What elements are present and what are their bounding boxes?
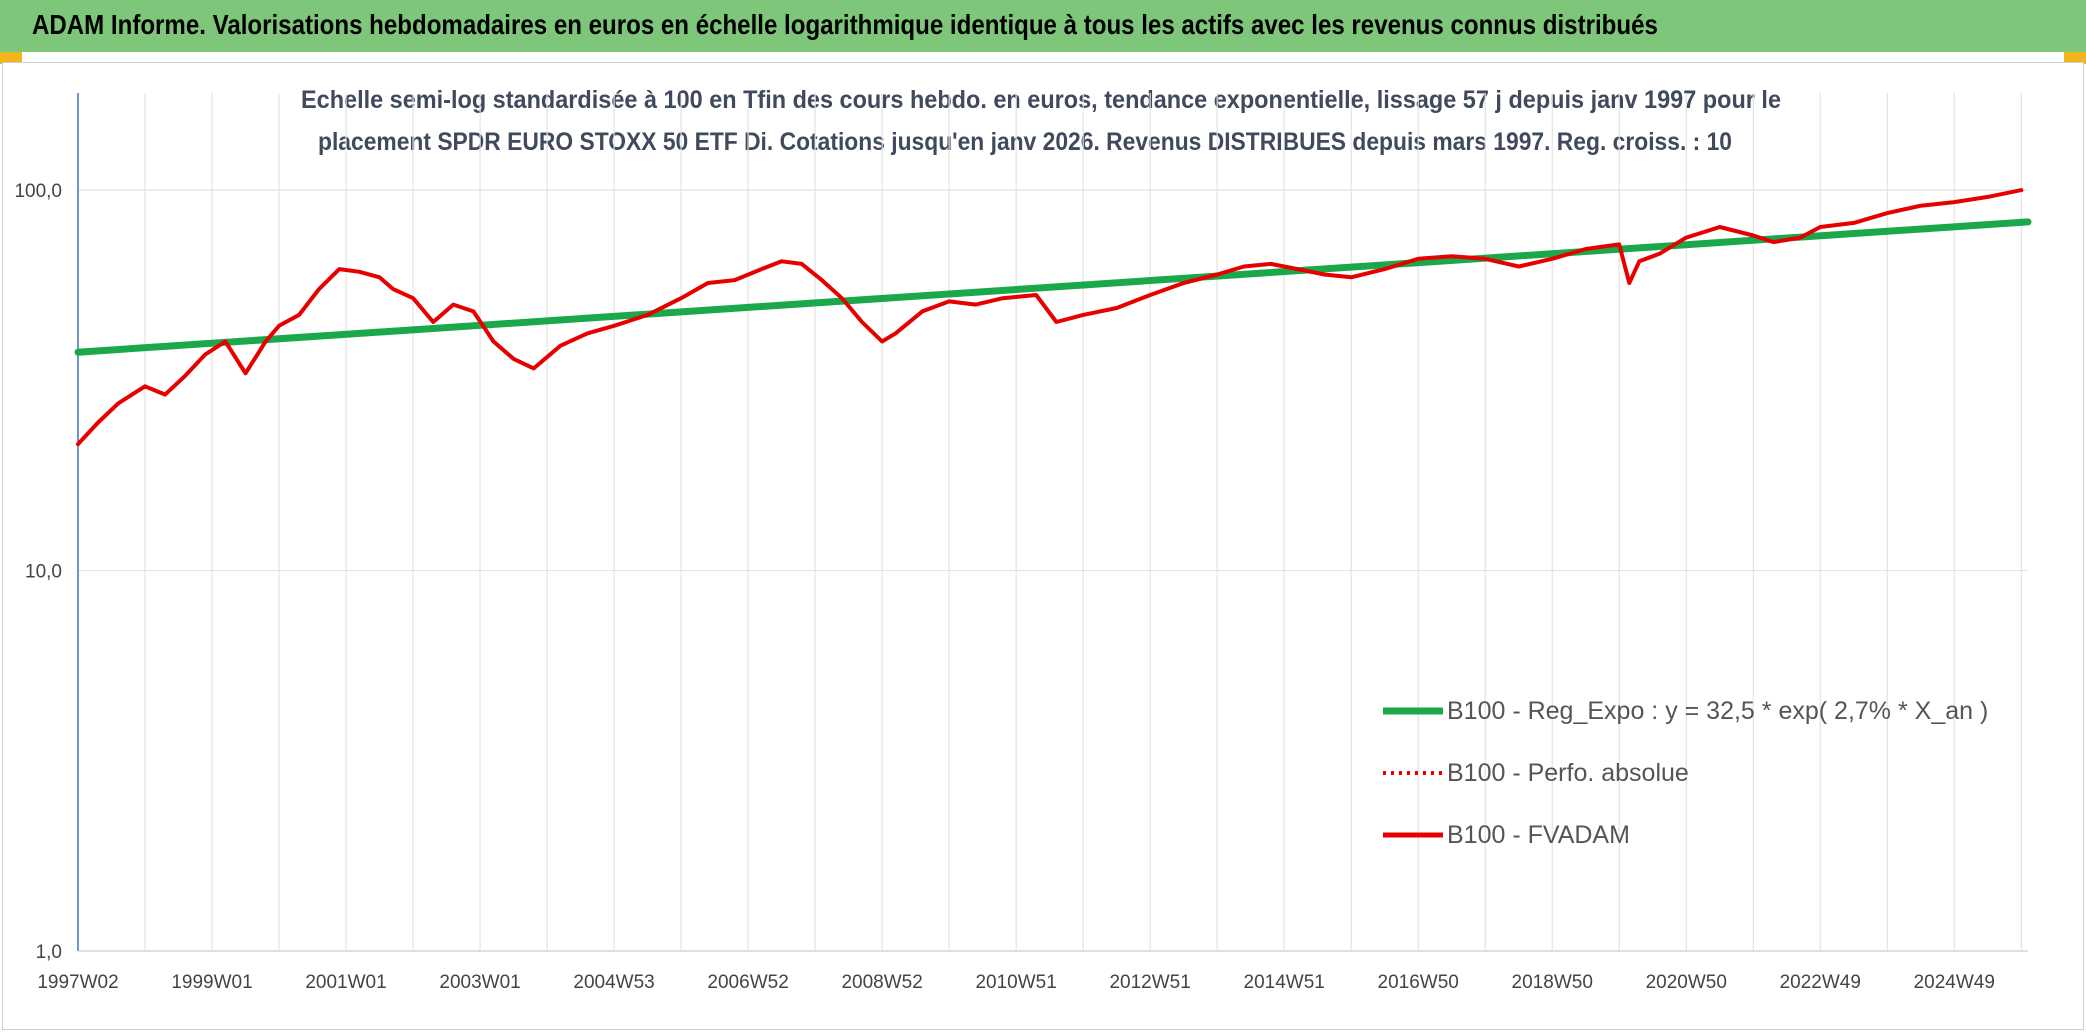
x-tick-label: 2024W49: [1914, 972, 1995, 993]
x-tick-label: 1997W02: [37, 972, 118, 993]
x-tick-label: 2010W51: [975, 972, 1056, 993]
series-layer: [74, 188, 2032, 447]
axis-layer: 1,0 10,0 100,0 1997W02 1999W01 2001W01 2003W01…: [14, 93, 2028, 993]
chart-subtitle-line-1: Echelle semi-log standardisée à 100 en T…: [301, 86, 1781, 114]
legend: B100 - Reg_Expo : y = 32,5 * exp( 2,7% *…: [1383, 697, 1988, 849]
x-tick-label: 2018W50: [1512, 972, 1593, 993]
legend-label: B100 - FVADAM: [1447, 821, 1630, 849]
line-chart: Echelle semi-log standardisée à 100 en T…: [14, 86, 2032, 993]
right-accent-tab: [2064, 52, 2086, 64]
x-tick-label: 1999W01: [171, 972, 252, 993]
y-tick-label: 10,0: [25, 562, 62, 583]
x-tick-label: 2001W01: [305, 972, 386, 993]
x-tick-label: 2016W50: [1378, 972, 1459, 993]
x-tick-label: 2012W51: [1109, 972, 1190, 993]
x-tick-label: 2004W53: [573, 972, 654, 993]
x-tick-label: 2022W49: [1780, 972, 1861, 993]
left-accent-tab: [0, 52, 22, 64]
x-tick-label: 2020W50: [1646, 972, 1727, 993]
x-tick-label: 2003W01: [439, 972, 520, 993]
legend-label: B100 - Perfo. absolue: [1447, 759, 1689, 787]
x-tick-label: 2014W51: [1244, 972, 1325, 993]
grid-layer: [77, 93, 2028, 952]
report-title: ADAM Informe. Valorisations hebdomadaire…: [32, 9, 1658, 40]
trend-line-series: [74, 218, 2032, 356]
chart-subtitle-line-2: placement SPDR EURO STOXX 50 ETF Di. Cot…: [318, 128, 1732, 156]
x-tick-label: 2008W52: [841, 972, 922, 993]
fvadam-price-series: [76, 188, 2024, 447]
y-tick-label: 100,0: [14, 181, 62, 202]
x-tick-label: 2006W52: [707, 972, 788, 993]
chart-frame: Echelle semi-log standardisée à 100 en T…: [2, 62, 2084, 1030]
y-tick-label: 1,0: [36, 942, 62, 963]
report-header: ADAM Informe. Valorisations hebdomadaire…: [0, 0, 2086, 52]
legend-label: B100 - Reg_Expo : y = 32,5 * exp( 2,7% *…: [1447, 697, 1988, 725]
